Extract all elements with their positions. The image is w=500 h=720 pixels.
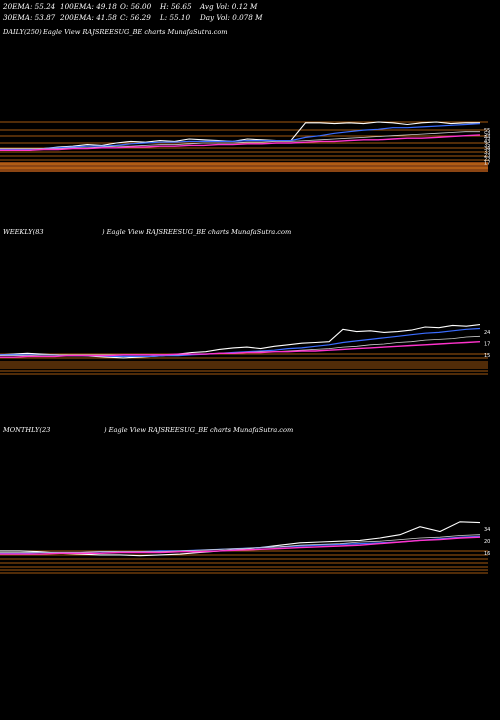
daily-panel-label: DAILY(250) <box>3 28 42 36</box>
right-tick-label: 15 <box>484 353 490 359</box>
right-tick-label: 20 <box>484 539 490 545</box>
ema-mid-line <box>0 131 480 149</box>
weekly-panel-title: ) Eagle View RAJSREESUG_BE charts Munafa… <box>102 228 292 236</box>
day-vol-readout: Day Vol: 0.078 M <box>200 13 263 22</box>
ema-mid-line <box>0 534 481 553</box>
daily-panel-title: Eagle View RAJSREESUG_BE charts MunafaSu… <box>43 28 228 36</box>
ema-long-line <box>0 134 481 151</box>
ema200-readout: 200EMA: 41.58 <box>60 13 117 22</box>
weekly-chart: 24 17 15 <box>0 324 490 375</box>
open-readout: O: 56.00 <box>120 2 152 11</box>
monthly-chart: 34 20 16 <box>0 521 490 574</box>
volume-band <box>0 162 488 172</box>
right-tick-label: 34 <box>484 527 490 533</box>
right-tick-label: 54 <box>484 132 490 138</box>
ema30-readout: 30EMA: 53.87 <box>3 13 56 22</box>
right-tick-label: 43 <box>484 139 490 145</box>
ema-long-line <box>0 341 481 358</box>
price-line <box>0 521 481 557</box>
right-tick-label: 23 <box>484 153 490 159</box>
right-tick-label: 55 <box>484 128 490 134</box>
price-line <box>0 121 480 151</box>
right-tick-label: 16 <box>484 551 490 557</box>
ema20-readout: 20EMA: 55.24 <box>3 2 56 11</box>
low-readout: L: 55.10 <box>160 13 191 22</box>
weekly-panel-label: WEEKLY(83 <box>3 228 44 236</box>
avg-vol-readout: Avg Vol: 0.12 M <box>200 2 258 11</box>
right-tick-label: 33 <box>484 150 490 156</box>
right-tick-label: 17 <box>484 160 490 166</box>
ema-long-line <box>0 536 481 555</box>
monthly-panel-title: ) Eagle View RAJSREESUG_BE charts Munafa… <box>104 426 294 434</box>
ema-short-line <box>0 123 481 151</box>
right-tick-label: 44 <box>484 135 490 141</box>
right-tick-label: 22 <box>484 157 490 163</box>
right-tick-label: 35 <box>484 142 490 148</box>
high-readout: H: 56.65 <box>160 2 192 11</box>
right-tick-label: 34 <box>484 146 490 152</box>
ema100-readout: 100EMA: 49.18 <box>60 2 117 11</box>
monthly-panel-label: MONTHLY(23 <box>3 426 51 434</box>
close-readout: C: 56.29 <box>120 13 151 22</box>
right-tick-label: 17 <box>484 341 490 347</box>
right-tick-label: 24 <box>484 330 490 336</box>
